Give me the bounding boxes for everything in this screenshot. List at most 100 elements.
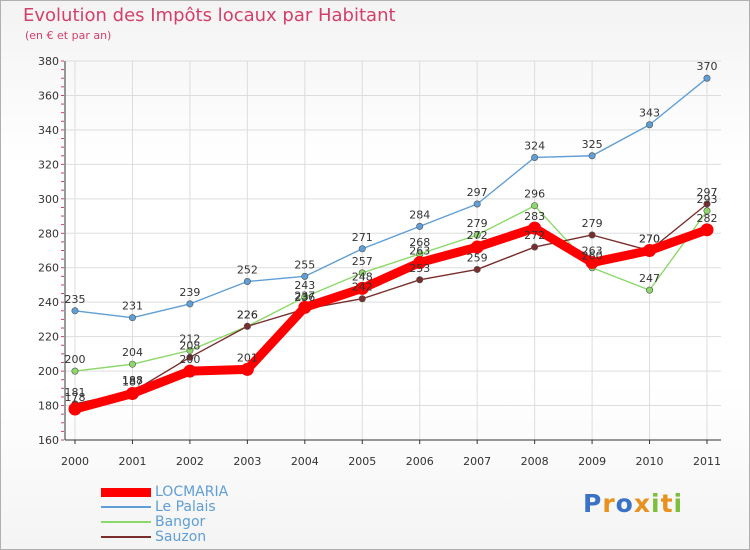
data-point bbox=[643, 244, 657, 257]
data-label: 237 bbox=[294, 289, 315, 302]
data-point bbox=[528, 221, 542, 235]
data-label: 370 bbox=[697, 60, 718, 73]
data-label: 178 bbox=[65, 391, 86, 404]
x-tick-label: 2005 bbox=[348, 455, 376, 468]
data-point bbox=[358, 269, 366, 277]
data-point bbox=[128, 360, 136, 368]
x-tick-label: 2008 bbox=[521, 455, 549, 468]
series-line-locmaria bbox=[70, 223, 712, 414]
data-label: 324 bbox=[524, 139, 545, 152]
data-label: 187 bbox=[122, 375, 143, 388]
data-label: 263 bbox=[409, 245, 430, 258]
brand-letter: i bbox=[673, 489, 684, 518]
data-label-layer: 178 187 200 201 237 248 263 272 283 263 270 282 235 2… bbox=[65, 60, 718, 404]
data-label: 212 bbox=[179, 332, 200, 345]
data-label: 201 bbox=[237, 351, 258, 364]
data-label: 284 bbox=[409, 208, 430, 221]
data-label: 259 bbox=[467, 251, 488, 264]
data-label: 200 bbox=[179, 353, 200, 366]
x-tick-label: 2010 bbox=[636, 455, 664, 468]
data-point bbox=[301, 272, 309, 280]
data-point bbox=[416, 276, 424, 284]
data-point bbox=[358, 295, 366, 303]
data-point bbox=[298, 300, 312, 314]
data-point bbox=[700, 223, 714, 237]
y-tick-label: 160 bbox=[38, 434, 59, 447]
legend-swatch bbox=[101, 521, 151, 523]
chart-title: Evolution des Impôts locaux par Habitant bbox=[23, 5, 396, 26]
x-tick-label: 2004 bbox=[291, 455, 319, 468]
x-tick-label: 2006 bbox=[406, 455, 434, 468]
data-point bbox=[703, 74, 711, 82]
data-label: 270 bbox=[639, 233, 660, 246]
brand-letter: x bbox=[633, 489, 651, 518]
data-point bbox=[183, 364, 197, 378]
axis-layer: 160 180 200 220 240 260 280 300 320 340 360 380 2000… bbox=[38, 55, 721, 468]
y-tick-label: 180 bbox=[38, 400, 59, 413]
data-point bbox=[358, 245, 366, 253]
series-line-le-palais bbox=[74, 77, 708, 319]
data-label: 272 bbox=[467, 229, 488, 242]
data-label: 272 bbox=[524, 229, 545, 242]
y-tick-label: 260 bbox=[38, 262, 59, 275]
data-label: 283 bbox=[524, 210, 545, 223]
y-tick-label: 320 bbox=[38, 158, 59, 171]
data-label: 260 bbox=[582, 250, 603, 263]
data-point bbox=[355, 281, 369, 295]
data-label: 253 bbox=[409, 262, 430, 275]
data-label: 248 bbox=[352, 270, 373, 283]
y-tick-label: 220 bbox=[38, 331, 59, 344]
y-tick-label: 340 bbox=[38, 124, 59, 137]
y-tick-label: 240 bbox=[38, 296, 59, 309]
data-point bbox=[703, 207, 711, 215]
x-tick-label: 2002 bbox=[176, 455, 204, 468]
data-point bbox=[588, 231, 596, 239]
data-label: 239 bbox=[179, 286, 200, 299]
legend-label: Le Palais bbox=[155, 499, 216, 515]
data-label: 263 bbox=[582, 245, 603, 258]
data-point bbox=[186, 300, 194, 308]
data-label: 343 bbox=[639, 107, 660, 120]
x-tick-label: 2009 bbox=[578, 455, 606, 468]
data-point bbox=[531, 243, 539, 251]
data-point bbox=[416, 222, 424, 230]
data-label: 226 bbox=[237, 308, 258, 321]
legend-label: Sauzon bbox=[155, 529, 207, 545]
brand-logo: Proxiti bbox=[583, 489, 683, 518]
data-label: 252 bbox=[237, 264, 258, 277]
chart-subtitle: (en € et par an) bbox=[25, 29, 112, 42]
x-tick-label: 2007 bbox=[463, 455, 491, 468]
legend-label: LOCMARIA bbox=[155, 484, 229, 500]
x-tick-label: 2000 bbox=[61, 455, 89, 468]
brand-letter: P bbox=[583, 489, 603, 518]
data-label: 296 bbox=[524, 188, 545, 201]
data-label: 181 bbox=[65, 386, 86, 399]
data-point bbox=[646, 286, 654, 294]
y-tick-label: 280 bbox=[38, 227, 59, 240]
y-tick-label: 200 bbox=[38, 365, 59, 378]
data-point bbox=[646, 121, 654, 129]
data-point bbox=[531, 153, 539, 161]
data-label: 268 bbox=[409, 236, 430, 249]
data-label: 204 bbox=[122, 346, 143, 359]
data-label: 325 bbox=[582, 138, 603, 151]
y-tick-label: 360 bbox=[38, 89, 59, 102]
data-label: 270 bbox=[639, 233, 660, 246]
brand-letter: o bbox=[615, 489, 634, 518]
data-point bbox=[588, 152, 596, 160]
data-label: 226 bbox=[237, 308, 258, 321]
data-point bbox=[473, 231, 481, 239]
legend-label: Bangor bbox=[155, 514, 206, 530]
data-label: 188 bbox=[122, 374, 143, 387]
y-tick-label: 380 bbox=[38, 55, 59, 68]
data-label: 293 bbox=[697, 193, 718, 206]
brand-letter: i bbox=[651, 489, 661, 518]
data-point bbox=[473, 265, 481, 273]
series-line-bangor bbox=[74, 205, 708, 372]
y-tick-label: 300 bbox=[38, 193, 59, 206]
data-point bbox=[301, 293, 309, 301]
data-point bbox=[473, 200, 481, 208]
x-tick-label: 2001 bbox=[118, 455, 146, 468]
data-label: 231 bbox=[122, 300, 143, 313]
